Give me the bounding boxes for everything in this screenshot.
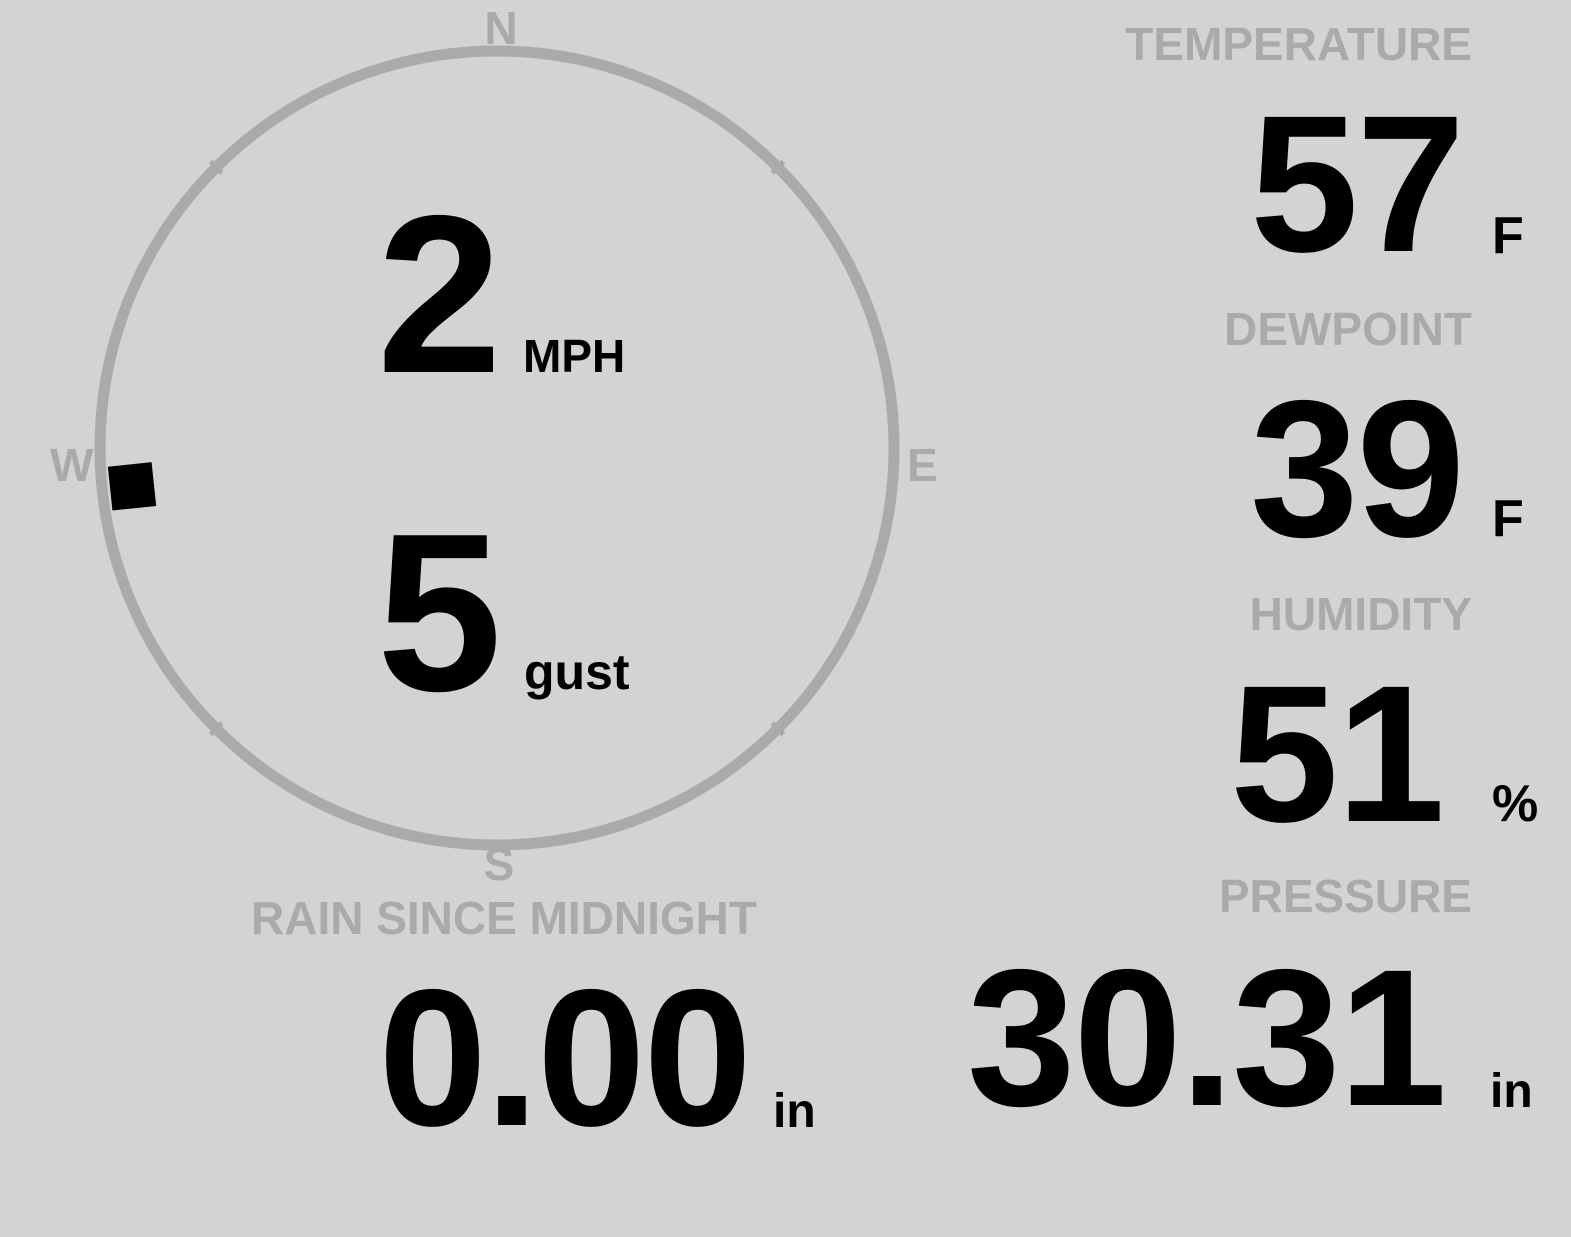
- wind-speed-unit: MPH: [523, 330, 626, 382]
- compass-tick: [208, 721, 224, 737]
- compass-tick: [208, 159, 224, 175]
- temperature-value: 57: [1250, 75, 1465, 293]
- humidity-value: 51: [1230, 645, 1445, 863]
- compass-tick: [770, 721, 786, 737]
- pressure-value: 30.31: [967, 929, 1447, 1147]
- wind-gust-value: 5: [376, 486, 502, 738]
- compass-west: W: [50, 439, 94, 491]
- dewpoint-value: 39: [1250, 360, 1465, 578]
- wind-direction-marker: [107, 462, 157, 511]
- compass-tick: [770, 159, 786, 175]
- dewpoint-unit: F: [1492, 490, 1524, 548]
- pressure-label: PRESSURE: [1218, 870, 1472, 922]
- humidity-label: HUMIDITY: [1249, 588, 1472, 640]
- temperature-unit: F: [1492, 207, 1524, 265]
- wind-speed-value: 2: [376, 168, 502, 420]
- compass-south: S: [483, 838, 515, 890]
- compass-east: E: [907, 439, 938, 491]
- rain-unit: in: [773, 1085, 816, 1138]
- temperature-label: TEMPERATURE: [1125, 18, 1472, 70]
- rain-label: RAIN SINCE MIDNIGHT: [251, 892, 757, 944]
- humidity-unit: %: [1492, 775, 1539, 833]
- rain-value: 0.00: [378, 949, 752, 1167]
- pressure-unit: in: [1490, 1065, 1533, 1118]
- dewpoint-label: DEWPOINT: [1224, 303, 1472, 355]
- compass-north: N: [484, 2, 518, 54]
- compass-ring: [94, 45, 900, 851]
- wind-gust-label: gust: [524, 644, 630, 700]
